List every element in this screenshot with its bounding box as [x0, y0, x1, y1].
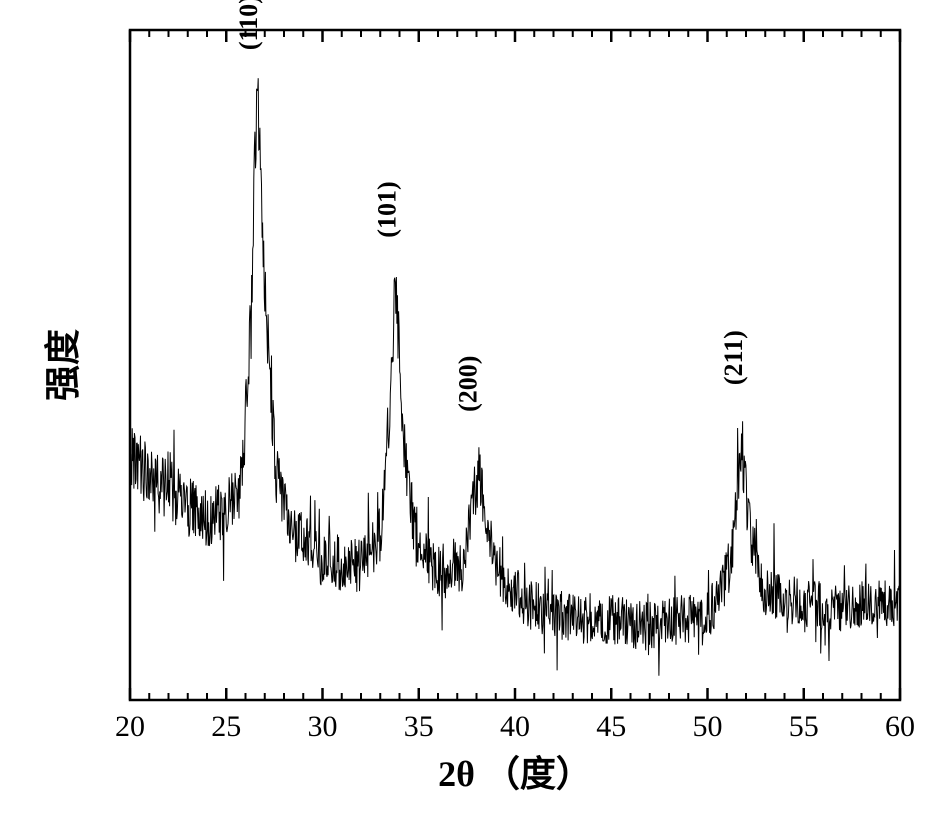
x-tick-label: 55 [789, 710, 819, 743]
peak-label: (101) [373, 181, 402, 237]
xrd-chart: 20 25 30 35 40 45 50 55 60 2θ （度） 强度 (110) (101) (200… [0, 0, 927, 816]
x-axis-label: 2θ （度） [438, 754, 592, 794]
x-tick-label: 40 [500, 710, 530, 743]
x-tick-label: 35 [404, 710, 434, 743]
x-tick-label: 25 [211, 710, 241, 743]
y-axis-label: 强度 [43, 329, 83, 401]
x-tick-label: 45 [596, 710, 626, 743]
x-tick-label: 20 [115, 710, 145, 743]
x-tick-label: 30 [308, 710, 338, 743]
peak-label: (110) [234, 0, 263, 50]
peak-label: (211) [719, 330, 748, 385]
chart-svg: 20 25 30 35 40 45 50 55 60 2θ （度） 强度 (110) (101) (200… [0, 0, 927, 816]
x-tick-label: 50 [693, 710, 723, 743]
x-tick-label: 60 [885, 710, 915, 743]
peak-label: (200) [454, 356, 483, 412]
